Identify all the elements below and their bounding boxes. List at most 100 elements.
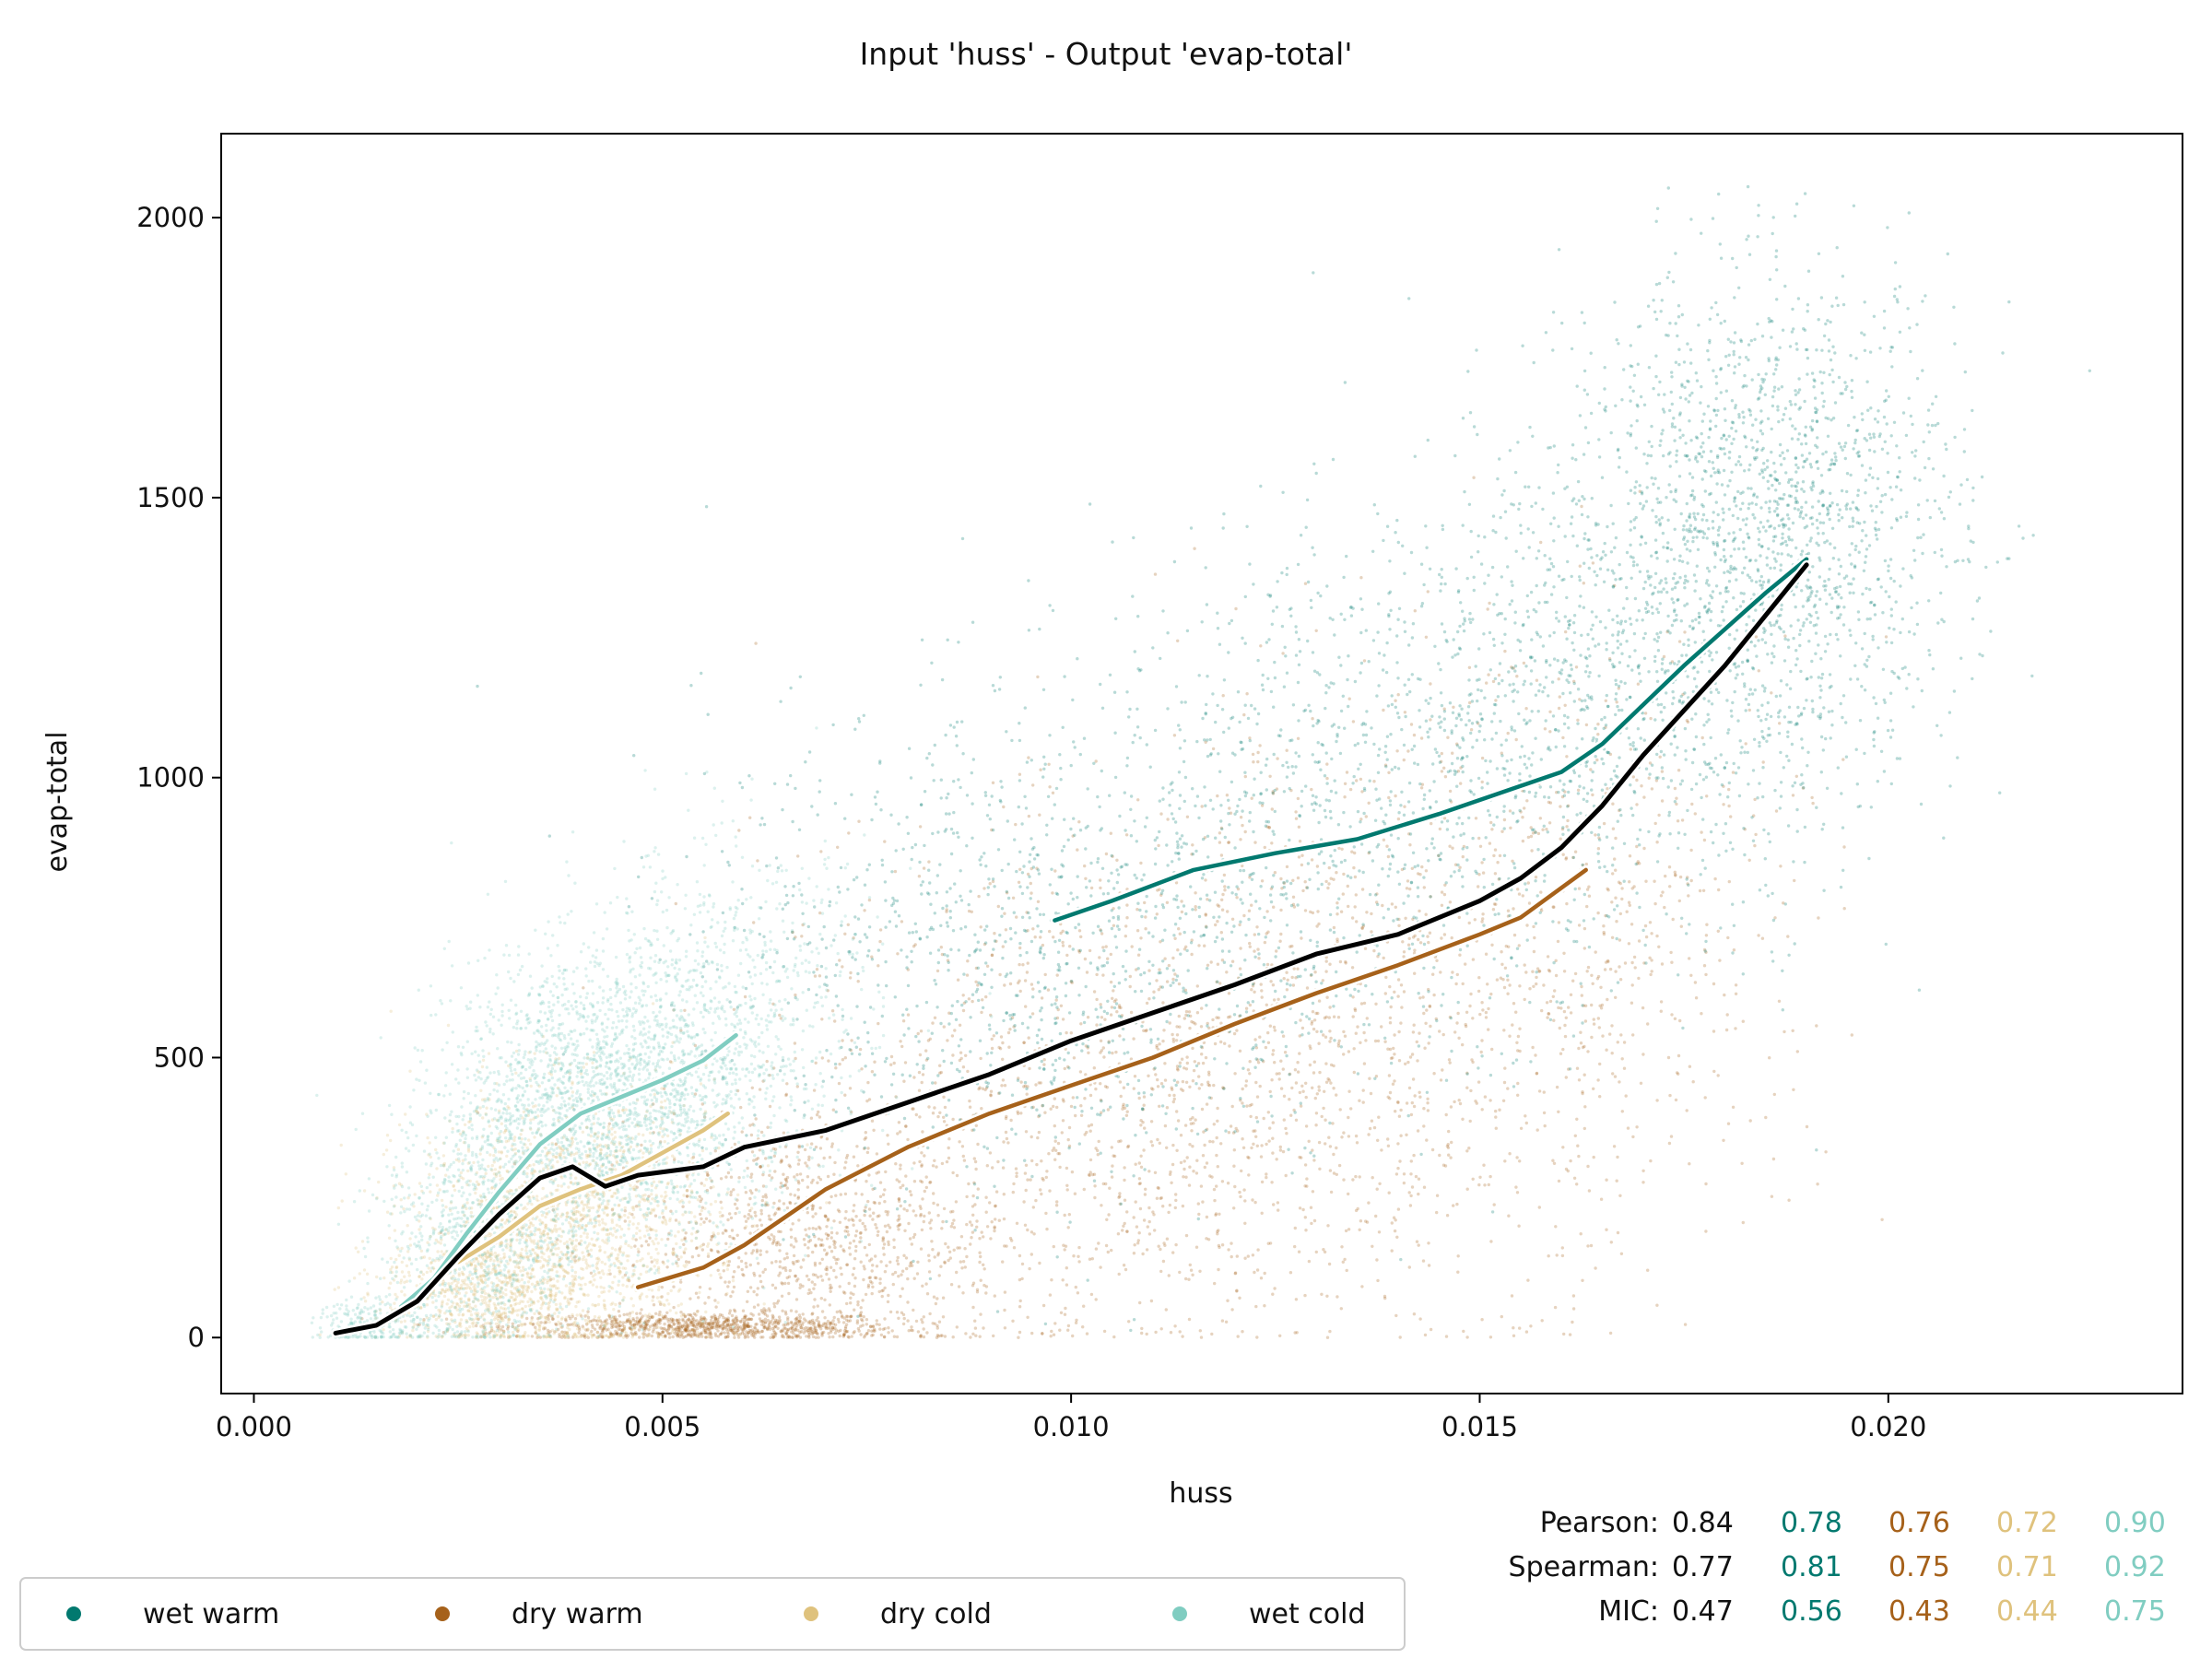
scatter-point xyxy=(1488,601,1491,606)
scatter-point xyxy=(1206,963,1210,968)
scatter-point xyxy=(1496,861,1500,865)
scatter-point xyxy=(1619,1252,1624,1256)
scatter-point xyxy=(1394,699,1397,702)
scatter-point xyxy=(1260,995,1264,999)
scatter-point xyxy=(1596,911,1600,915)
scatter-point xyxy=(1250,988,1253,992)
scatter-point xyxy=(1630,1001,1634,1005)
scatter-point xyxy=(690,1157,694,1160)
scatter-point xyxy=(609,1333,613,1336)
scatter-point xyxy=(677,1325,681,1330)
scatter-point xyxy=(1679,924,1684,928)
scatter-point xyxy=(852,1209,855,1213)
scatter-point xyxy=(539,1321,543,1324)
scatter-point xyxy=(1194,891,1197,895)
scatter-point xyxy=(1155,1043,1159,1048)
scatter-point xyxy=(637,1321,641,1324)
scatter-point xyxy=(1422,1124,1426,1128)
scatter-point xyxy=(931,1112,935,1115)
scatter-point xyxy=(845,1226,850,1230)
scatter-point xyxy=(1083,1133,1087,1136)
scatter-point xyxy=(1240,1169,1243,1173)
scatter-point xyxy=(899,1163,902,1167)
scatter-point xyxy=(1455,1021,1459,1025)
scatter-point xyxy=(1008,1236,1013,1241)
scatter-point xyxy=(763,1321,768,1325)
scatter-point xyxy=(1233,1072,1237,1076)
scatter-point xyxy=(747,1203,750,1206)
scatter-point xyxy=(558,1335,561,1339)
scatter-point xyxy=(1535,967,1540,971)
scatter-point xyxy=(1225,794,1230,797)
scatter-point xyxy=(615,1332,618,1335)
scatter-point xyxy=(1842,845,1846,849)
scatter-point xyxy=(863,1213,866,1218)
scatter-point xyxy=(1139,1165,1144,1170)
scatter-point xyxy=(1731,1105,1735,1110)
scatter-point xyxy=(1030,1159,1034,1163)
scatter-point xyxy=(582,986,585,990)
scatter-point xyxy=(1142,1029,1146,1033)
scatter-point xyxy=(852,1266,856,1271)
scatter-point xyxy=(984,1291,988,1295)
scatter-point xyxy=(560,1330,564,1334)
scatter-point xyxy=(812,1088,817,1092)
scatter-point xyxy=(1657,945,1661,949)
scatter-point xyxy=(1811,801,1815,806)
scatter-point xyxy=(1717,888,1721,892)
scatter-point xyxy=(1171,1032,1174,1037)
scatter-point xyxy=(1410,1100,1415,1105)
scatter-point xyxy=(1256,759,1260,764)
scatter-point xyxy=(1347,1192,1350,1196)
scatter-point xyxy=(697,1333,700,1336)
scatter-point xyxy=(690,1335,694,1338)
scatter-point xyxy=(763,1324,767,1329)
scatter-point xyxy=(897,1316,900,1321)
scatter-point xyxy=(593,1314,597,1319)
scatter-point xyxy=(603,1319,607,1323)
scatter-point xyxy=(1200,1053,1204,1056)
scatter-point xyxy=(1360,926,1364,931)
scatter-point xyxy=(1031,987,1035,991)
scatter-point xyxy=(883,1224,888,1229)
scatter-point xyxy=(784,1332,788,1335)
scatter-point xyxy=(1510,1294,1514,1298)
scatter-point xyxy=(802,1331,806,1335)
scatter-point xyxy=(853,1204,856,1207)
scatter-point xyxy=(1172,1093,1176,1098)
scatter-points-dry-warm xyxy=(360,476,1888,1339)
scatter-point xyxy=(725,1322,729,1326)
scatter-point xyxy=(1163,1124,1168,1128)
scatter-point xyxy=(1421,1259,1426,1263)
scatter-point xyxy=(556,1327,560,1332)
scatter-point xyxy=(1524,1121,1529,1125)
scatter-point xyxy=(1557,706,1561,711)
scatter-point xyxy=(592,1318,596,1322)
scatter-point xyxy=(971,1213,975,1218)
scatter-point xyxy=(1620,1110,1625,1113)
scatter-point xyxy=(1239,947,1242,950)
scatter-point xyxy=(1406,879,1410,883)
scatter-point xyxy=(1030,982,1034,986)
scatter-point xyxy=(763,1312,768,1316)
scatter-point xyxy=(1824,1150,1828,1154)
scatter-point xyxy=(1092,1066,1097,1070)
scatter-point xyxy=(752,1271,756,1276)
scatter-point xyxy=(888,1310,893,1314)
scatter-point xyxy=(1561,1047,1565,1052)
scatter-point xyxy=(783,1177,787,1182)
scatter-point xyxy=(748,1189,752,1193)
scatter-point xyxy=(1203,1165,1207,1170)
scatter-point xyxy=(610,1246,615,1251)
scatter-point xyxy=(1310,1019,1314,1024)
scatter-point xyxy=(1191,843,1194,847)
scatter-point xyxy=(1250,1102,1253,1107)
scatter-point xyxy=(1426,1097,1430,1101)
scatter-point xyxy=(1253,1200,1257,1205)
scatter-point xyxy=(1490,1047,1494,1052)
scatter-point xyxy=(1576,1144,1580,1147)
scatter-point xyxy=(1583,1126,1587,1131)
scatter-point xyxy=(1594,833,1597,837)
scatter-point xyxy=(1668,1093,1672,1098)
scatter-point xyxy=(1296,1061,1300,1065)
